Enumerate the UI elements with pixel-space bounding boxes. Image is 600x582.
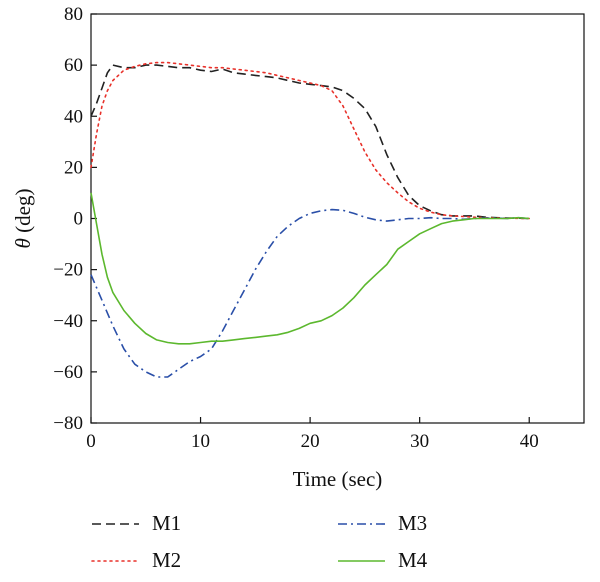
y-tick-label: 20	[64, 157, 83, 178]
y-tick-label: −20	[53, 260, 83, 281]
legend-label-m3: M3	[398, 511, 427, 535]
series-line-m3	[90, 208, 530, 378]
y-tick-label: −60	[53, 362, 83, 383]
series-line-m4	[90, 192, 530, 345]
series-line-m2	[90, 61, 530, 220]
y-tick-label: −40	[53, 311, 83, 332]
axis-ticks: 0 10 20 30 40 −80 −60 −40 −20 0 20 40 60 80	[53, 4, 538, 452]
y-tick-label: −80	[53, 413, 83, 434]
y-tick-label: 0	[74, 209, 84, 230]
x-axis-title: Time (sec)	[293, 467, 383, 491]
x-tick-label: 10	[191, 431, 210, 452]
y-tick-label: 40	[64, 106, 83, 127]
x-tick-label: 0	[86, 431, 96, 452]
x-tick-label: 40	[520, 431, 539, 452]
y-tick-label: 80	[64, 4, 83, 25]
y-tick-label: 60	[64, 55, 83, 76]
legend-label-m1: M1	[152, 511, 181, 535]
legend-label-m2: M2	[152, 548, 181, 572]
series-lines	[90, 61, 530, 378]
legend-label-m4: M4	[398, 548, 428, 572]
series-line-m1	[90, 64, 530, 220]
x-tick-label: 30	[410, 431, 429, 452]
x-tick-label: 20	[301, 431, 320, 452]
legend: M1 M2 M3 M4	[91, 511, 428, 572]
y-axis-title: θ (deg)	[11, 189, 35, 249]
